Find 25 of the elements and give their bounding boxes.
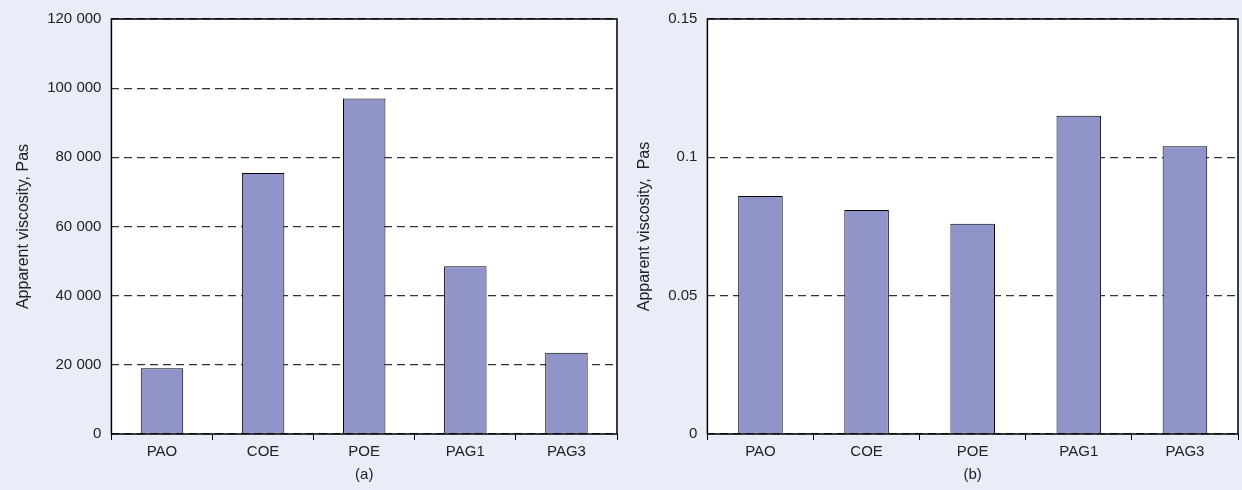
x-tick-label: POE	[956, 442, 989, 460]
y-tick-label: 0.1	[676, 147, 698, 165]
y-tick-label: 0.05	[668, 285, 698, 303]
x-tick-label: COE	[246, 442, 280, 460]
x-tick-label: COE	[850, 442, 883, 460]
y-tick-label: 60 000	[55, 216, 102, 234]
x-tick-label: PAG1	[1059, 442, 1099, 460]
y-tick-label: 80 000	[55, 147, 102, 165]
x-tick-label: PAG3	[1165, 442, 1205, 460]
y-tick-label: 0.15	[668, 9, 698, 27]
x-axis-title: (b)	[963, 465, 982, 483]
y-tick-label: 20 000	[55, 354, 102, 372]
x-tick-label: PAG3	[546, 442, 586, 460]
y-axis-title: Apparent viscosity, Pas	[635, 141, 653, 312]
y-tick-label: 40 000	[55, 285, 102, 303]
y-tick-label: 0	[689, 424, 698, 442]
x-tick-label: PAG1	[445, 442, 485, 460]
x-tick-label: PAO	[146, 442, 178, 460]
y-tick-label: 120 000	[47, 9, 102, 27]
y-tick-label: 0	[93, 424, 102, 442]
y-axis-title: Apparent viscosity, Pas	[14, 143, 32, 310]
x-axis-title: (a)	[355, 465, 374, 483]
y-tick-label: 100 000	[47, 78, 102, 96]
x-tick-label: PAO	[745, 442, 776, 460]
x-tick-label: POE	[348, 442, 381, 460]
